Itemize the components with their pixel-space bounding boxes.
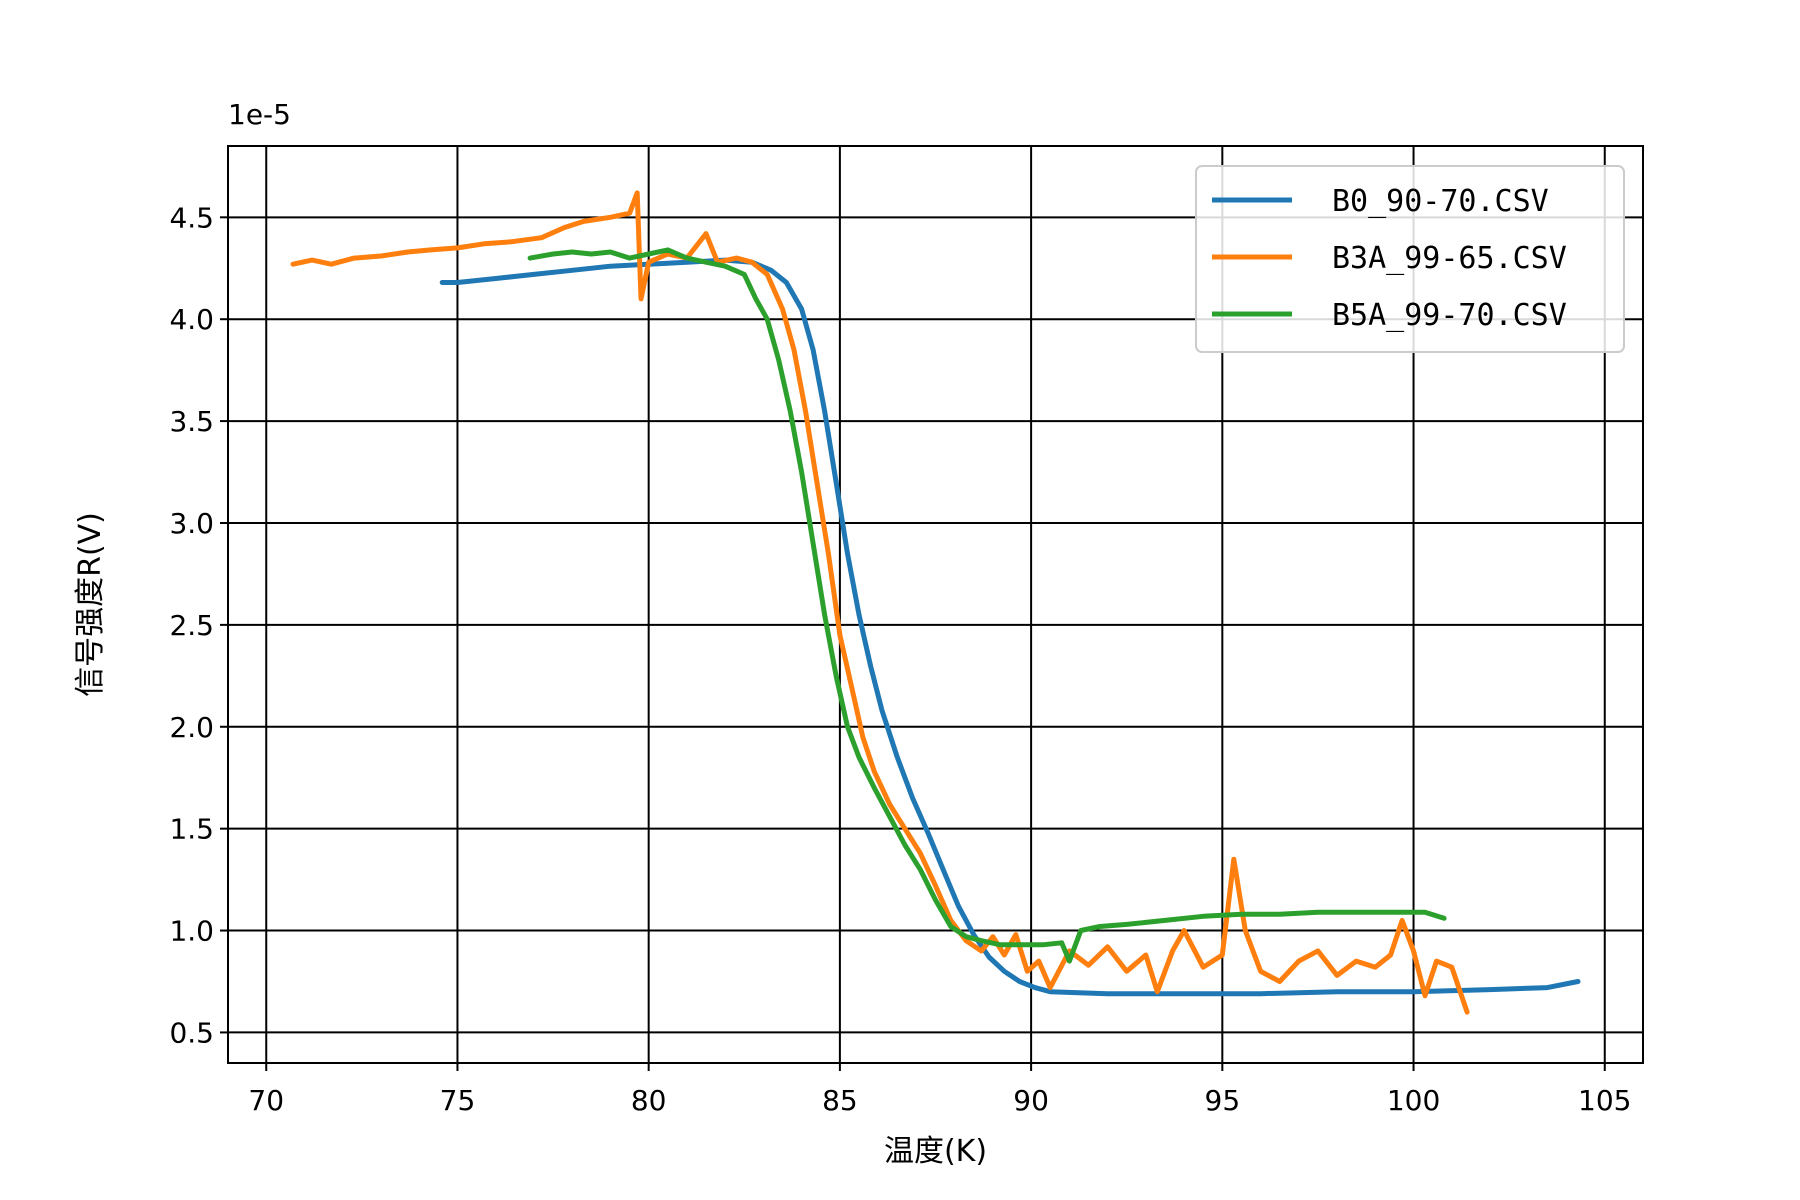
x-tick-label: 100 — [1387, 1084, 1440, 1117]
x-tick-label: 70 — [248, 1084, 284, 1117]
legend: B0_90-70.CSV B3A_99-65.CSV B5A_99-70.CSV — [1195, 165, 1625, 353]
y-tick-label: 4.0 — [169, 303, 214, 336]
x-tick-label: 75 — [440, 1084, 476, 1117]
legend-label: B0_90-70.CSV — [1332, 184, 1549, 219]
x-tick-label: 95 — [1205, 1084, 1241, 1117]
y-tick-label: 2.0 — [169, 711, 214, 744]
series-line-2 — [290, 190, 1470, 1015]
legend-label: B3A_99-65.CSV — [1332, 241, 1567, 276]
x-tick-label: 105 — [1578, 1084, 1631, 1117]
x-tick-label: 85 — [822, 1084, 858, 1117]
legend-label: B5A_99-70.CSV — [1332, 298, 1567, 333]
y-axis-title: 信号强度R(V) — [73, 512, 108, 697]
x-axis-title: 温度(K) — [884, 1134, 987, 1169]
x-axis-ticks: 70 75 80 85 90 95 100 105 — [248, 1063, 1631, 1117]
y-tick-label: 1.0 — [169, 915, 214, 948]
legend-box — [1195, 165, 1625, 353]
x-tick-label: 80 — [631, 1084, 667, 1117]
plot-frame — [227, 145, 1644, 1064]
series-line-3 — [527, 247, 1447, 964]
y-axis-ticks: 0.5 1.0 1.5 2.0 2.5 3.0 3.5 4.0 4.5 — [169, 201, 228, 1049]
y-tick-label: 3.5 — [169, 405, 214, 438]
y-tick-label: 3.0 — [169, 507, 214, 540]
y-tick-label: 4.5 — [169, 201, 214, 234]
x-tick-label: 90 — [1013, 1084, 1049, 1117]
y-tick-label: 2.5 — [169, 609, 214, 642]
series-layer — [290, 190, 1581, 1015]
y-offset-label: 1e-5 — [228, 98, 291, 131]
y-tick-label: 1.5 — [169, 813, 214, 846]
y-tick-label: 0.5 — [169, 1016, 214, 1049]
